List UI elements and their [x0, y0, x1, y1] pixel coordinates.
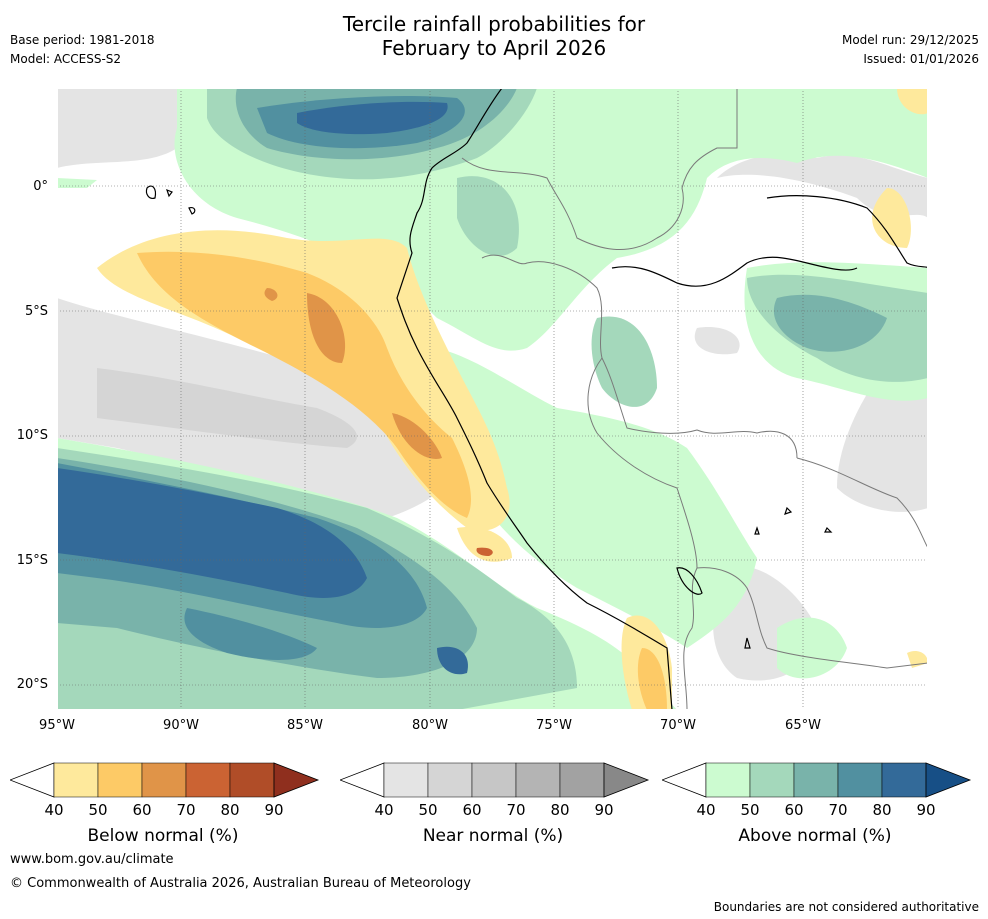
lat-label-0: 0° — [33, 179, 48, 194]
near-under-arrow — [340, 762, 385, 798]
country-borders — [461, 88, 928, 710]
near-tick-40: 40 — [374, 801, 394, 819]
above-band-40 — [705, 762, 751, 798]
near-band-40 — [383, 762, 429, 798]
near-tick-90: 90 — [594, 801, 614, 819]
lon-label-90w: 90°W — [163, 718, 199, 733]
colorbar-near — [340, 762, 650, 798]
lat-label-10s: 10°S — [16, 428, 48, 443]
above-normal-areas — [57, 88, 928, 710]
below-tick-80: 80 — [220, 801, 240, 819]
above-tick-40: 40 — [696, 801, 716, 819]
above-band-50 — [749, 762, 795, 798]
lon-label-70w: 70°W — [660, 718, 696, 733]
below-tick-40: 40 — [44, 801, 64, 819]
lat-label-20s: 20°S — [16, 677, 48, 692]
below-normal-areas — [97, 88, 928, 710]
above-tick-90: 90 — [916, 801, 936, 819]
above-over-arrow — [925, 762, 972, 798]
below-over-arrow — [273, 762, 320, 798]
lon-label-75w: 75°W — [536, 718, 572, 733]
above-tick-60: 60 — [784, 801, 804, 819]
near-tick-70: 70 — [506, 801, 526, 819]
below-tick-90: 90 — [264, 801, 284, 819]
lon-label-85w: 85°W — [287, 718, 323, 733]
probability-map — [57, 88, 928, 710]
lon-label-95w: 95°W — [39, 718, 75, 733]
below-band-40 — [53, 762, 99, 798]
above-under-arrow — [662, 762, 707, 798]
near-tick-60: 60 — [462, 801, 482, 819]
below-band-60 — [141, 762, 187, 798]
model-name: Model: ACCESS-S2 — [10, 52, 122, 66]
lat-label-5s: 5°S — [24, 304, 48, 319]
colorbar-below — [10, 762, 320, 798]
below-band-50 — [97, 762, 143, 798]
website-link[interactable]: www.bom.gov.au/climate — [10, 852, 174, 867]
below-tick-70: 70 — [176, 801, 196, 819]
below-normal-label: Below normal (%) — [87, 826, 239, 846]
below-tick-60: 60 — [132, 801, 152, 819]
near-band-60 — [471, 762, 517, 798]
model-run: Model run: 29/12/2025 — [841, 33, 979, 47]
near-band-70 — [515, 762, 561, 798]
below-band-70 — [185, 762, 231, 798]
lat-label-15s: 15°S — [16, 553, 48, 568]
above-band-70 — [837, 762, 883, 798]
coastlines — [145, 88, 928, 710]
base-period: Base period: 1981-2018 — [10, 33, 155, 47]
above-tick-80: 80 — [872, 801, 892, 819]
colorbar-above — [662, 762, 972, 798]
lon-label-65w: 65°W — [785, 718, 821, 733]
title-line-1: Tercile rainfall probabilities for — [342, 12, 646, 36]
copyright-notice: © Commonwealth of Australia 2026, Austra… — [10, 876, 471, 891]
lon-label-80w: 80°W — [412, 718, 448, 733]
below-tick-50: 50 — [88, 801, 108, 819]
map-title: Tercile rainfall probabilities for Febru… — [0, 12, 988, 60]
near-band-80 — [559, 762, 605, 798]
near-normal-label: Near normal (%) — [422, 826, 564, 846]
boundary-disclaimer: Boundaries are not considered authoritat… — [713, 900, 979, 914]
near-over-arrow — [603, 762, 650, 798]
title-line-2: February to April 2026 — [381, 36, 607, 60]
below-under-arrow — [10, 762, 55, 798]
above-band-80 — [881, 762, 927, 798]
below-band-80 — [229, 762, 275, 798]
near-tick-50: 50 — [418, 801, 438, 819]
gridlines — [57, 88, 928, 710]
near-band-50 — [427, 762, 473, 798]
above-band-60 — [793, 762, 839, 798]
issued-date: Issued: 01/01/2026 — [863, 52, 979, 66]
above-tick-70: 70 — [828, 801, 848, 819]
above-tick-50: 50 — [740, 801, 760, 819]
near-tick-80: 80 — [550, 801, 570, 819]
above-normal-label: Above normal (%) — [738, 826, 892, 846]
